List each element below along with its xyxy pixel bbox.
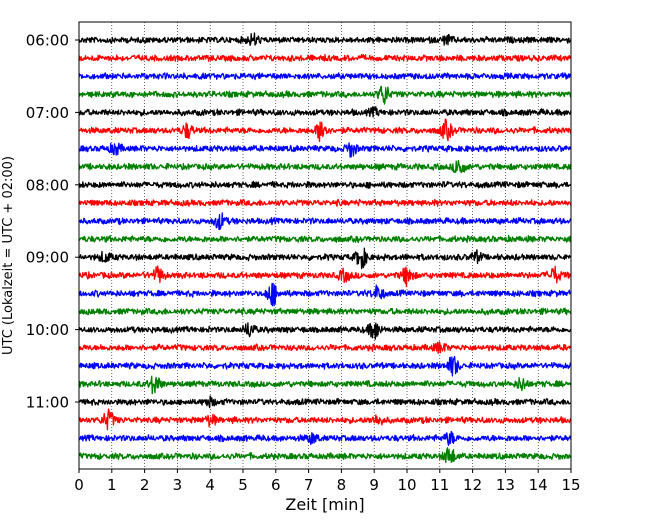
trace-0930 <box>78 282 572 307</box>
trace-0830 <box>78 212 572 231</box>
trace-0815 <box>78 198 572 207</box>
x-tick-label: 7 <box>304 476 314 494</box>
x-tick-label: 2 <box>140 476 150 494</box>
trace-0630 <box>78 72 572 81</box>
x-tick-label: 10 <box>397 476 416 494</box>
x-tick-label: 14 <box>529 476 548 494</box>
trace-0645 <box>78 85 572 105</box>
trace-1000 <box>78 322 572 340</box>
trace-1145 <box>78 447 572 464</box>
x-tick-label: 6 <box>271 476 281 494</box>
x-tick-label: 9 <box>369 476 379 494</box>
y-axis-ticks: 06:00 07:00 08:00 09:00 10:00 11:00 <box>26 32 79 412</box>
x-tick-label: 5 <box>238 476 248 494</box>
trace-0945 <box>78 307 572 316</box>
trace-0800 <box>78 180 572 189</box>
y-axis-label: UTC (Lokalzeit = UTC + 02:00) <box>1 156 16 355</box>
y-tick-label: 09:00 <box>26 249 69 267</box>
trace-1100 <box>78 395 572 409</box>
trace-0700 <box>78 106 572 118</box>
x-axis-ticks: 0 1 2 3 4 5 6 7 8 9 10 11 12 13 14 15 <box>74 469 581 494</box>
trace-0900 <box>78 247 572 270</box>
x-tick-label: 13 <box>496 476 515 494</box>
y-tick-label: 08:00 <box>26 176 69 194</box>
trace-0730 <box>78 142 572 158</box>
vertical-grid <box>111 22 539 469</box>
trace-1045 <box>78 375 572 395</box>
x-tick-label: 0 <box>74 476 84 494</box>
x-axis-label: Zeit [min] <box>285 495 364 514</box>
trace-1130 <box>78 430 572 446</box>
trace-0745 <box>78 159 572 174</box>
x-tick-label: 15 <box>561 476 580 494</box>
x-tick-label: 3 <box>173 476 183 494</box>
trace-0845 <box>78 234 572 244</box>
y-tick-label: 11:00 <box>26 394 69 412</box>
x-tick-label: 12 <box>463 476 482 494</box>
trace-0715 <box>78 118 572 143</box>
trace-1015 <box>78 341 572 354</box>
seismogram-traces <box>78 32 572 464</box>
y-tick-label: 07:00 <box>26 104 69 122</box>
trace-0615 <box>78 53 572 63</box>
trace-1030 <box>78 355 572 377</box>
x-tick-label: 1 <box>107 476 117 494</box>
y-tick-label: 10:00 <box>26 321 69 339</box>
trace-0915 <box>78 265 572 288</box>
x-tick-label: 4 <box>205 476 215 494</box>
trace-0600 <box>78 32 572 46</box>
x-tick-label: 11 <box>430 476 449 494</box>
x-tick-label: 8 <box>337 476 347 494</box>
plot-frame <box>78 21 572 470</box>
trace-1115 <box>78 408 572 431</box>
y-tick-label: 06:00 <box>26 32 69 50</box>
